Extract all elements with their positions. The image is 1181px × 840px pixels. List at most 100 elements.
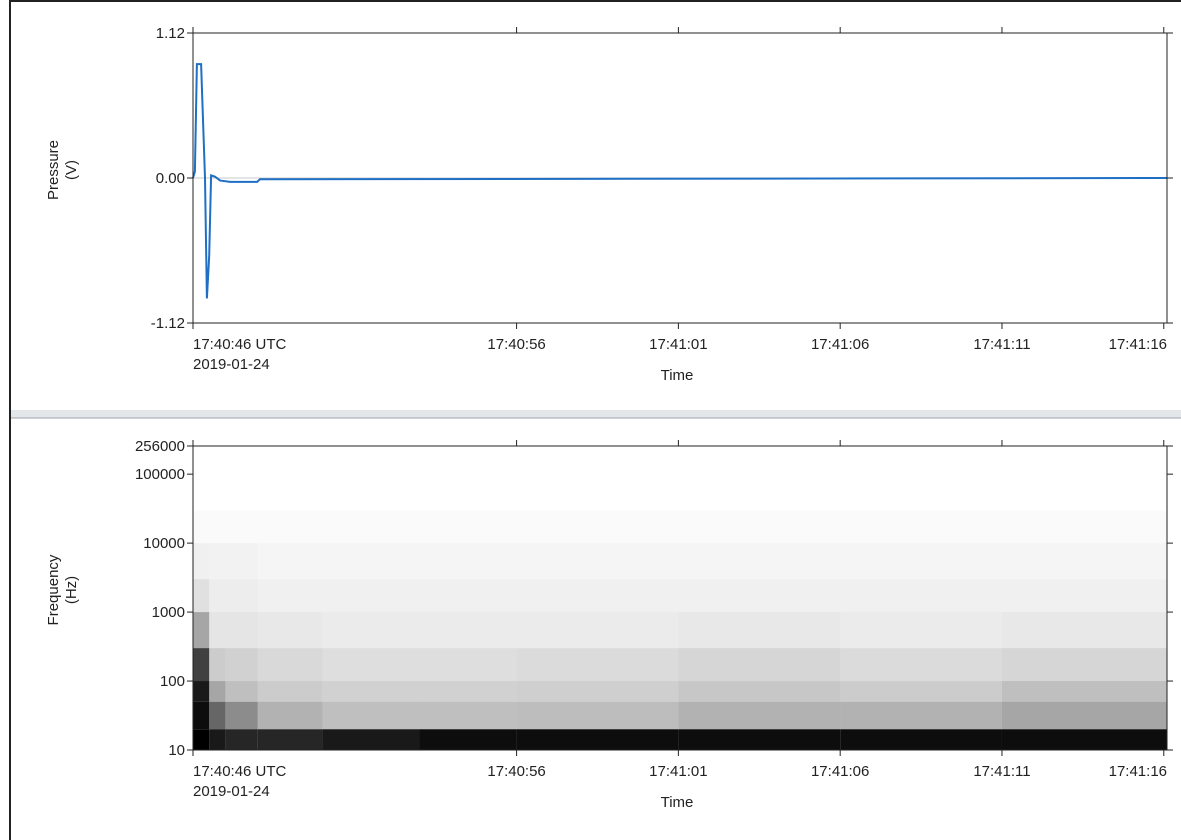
spectrogram-cell bbox=[225, 681, 257, 702]
y-tick-label: 256000 bbox=[135, 438, 185, 455]
spectrogram-cell bbox=[678, 510, 840, 543]
spectrogram-cell bbox=[517, 579, 679, 612]
spectrogram-cell bbox=[420, 510, 517, 543]
spectrogram-cell bbox=[322, 543, 419, 579]
spectrogram-cell bbox=[1002, 543, 1167, 579]
spectrogram-cell bbox=[1002, 681, 1167, 702]
spectrogram-cell bbox=[840, 681, 1002, 702]
spectrogram-cell bbox=[193, 729, 209, 750]
y-tick-label: -1.12 bbox=[151, 315, 185, 332]
spectrogram-cell bbox=[258, 579, 323, 612]
spectrogram-cell bbox=[258, 648, 323, 681]
spectrogram-cell bbox=[420, 579, 517, 612]
spectrogram-cell bbox=[322, 648, 419, 681]
spectrogram-cell bbox=[678, 446, 840, 510]
x-tick-label: 17:41:11 bbox=[973, 763, 1030, 780]
y-tick-label: 100 bbox=[160, 673, 185, 690]
spectrogram-cell bbox=[1002, 579, 1167, 612]
spectrogram-cell bbox=[193, 579, 209, 612]
spectrogram-cell bbox=[258, 681, 323, 702]
spectrogram-cell bbox=[840, 729, 1002, 750]
spectrogram-cell bbox=[420, 702, 517, 729]
spectrogram-cell bbox=[840, 510, 1002, 543]
spectrogram-cell bbox=[322, 702, 419, 729]
spectrogram-cell bbox=[678, 648, 840, 681]
spectrogram-cell bbox=[678, 729, 840, 750]
spectrogram-cell bbox=[322, 612, 419, 648]
spectrogram-cell bbox=[225, 702, 257, 729]
spectrogram-cell bbox=[517, 446, 679, 510]
spectrogram-cell bbox=[678, 543, 840, 579]
spectrogram-cell bbox=[258, 729, 323, 750]
spectrogram-cell bbox=[420, 446, 517, 510]
spectrogram-cell bbox=[193, 648, 209, 681]
spectrogram-cell bbox=[678, 579, 840, 612]
spectrogram-cell bbox=[420, 681, 517, 702]
spectrogram-cell bbox=[225, 543, 257, 579]
x-axis-label: Time bbox=[661, 367, 694, 384]
x-tick-label: 17:41:01 bbox=[649, 763, 707, 780]
spectrogram-cell bbox=[209, 510, 225, 543]
x-tick-label: 17:41:16 bbox=[1109, 763, 1167, 780]
y-tick-label: 10000 bbox=[143, 535, 185, 552]
spectrogram-cell bbox=[258, 702, 323, 729]
spectrogram-cell bbox=[1002, 510, 1167, 543]
spectrogram-cell bbox=[193, 702, 209, 729]
x-tick-label: 17:41:11 bbox=[973, 336, 1030, 353]
spectrogram-cell bbox=[1002, 612, 1167, 648]
x-tick-label: 17:41:06 bbox=[811, 336, 869, 353]
spectrogram-cell bbox=[225, 510, 257, 543]
y-tick-label: 10 bbox=[168, 742, 185, 759]
spectrogram-cell bbox=[517, 729, 679, 750]
spectrogram-cell bbox=[225, 648, 257, 681]
spectrogram-cell bbox=[193, 543, 209, 579]
spectrogram-cell bbox=[209, 446, 225, 510]
spectrogram-cell bbox=[209, 681, 225, 702]
x-tick-label: 17:40:56 bbox=[487, 336, 545, 353]
spectrogram-cell bbox=[517, 681, 679, 702]
y-tick-label: 1000 bbox=[152, 604, 185, 621]
spectrogram-cell bbox=[209, 648, 225, 681]
spectrogram-cell bbox=[678, 612, 840, 648]
spectrogram-cell bbox=[840, 446, 1002, 510]
spectrogram-cell bbox=[1002, 648, 1167, 681]
spectrogram-cell bbox=[517, 702, 679, 729]
spectrogram-cell bbox=[840, 543, 1002, 579]
spectrogram-cell bbox=[193, 612, 209, 648]
y-tick-label: 0.00 bbox=[156, 170, 185, 187]
y-tick-label: 100000 bbox=[135, 466, 185, 483]
x-tick-label: 17:40:56 bbox=[487, 763, 545, 780]
spectrogram-cell bbox=[209, 543, 225, 579]
spectrogram-cell bbox=[420, 648, 517, 681]
spectrogram-cell bbox=[209, 702, 225, 729]
spectrogram-cell bbox=[258, 446, 323, 510]
spectrogram-cell bbox=[517, 612, 679, 648]
spectrogram-cell bbox=[678, 702, 840, 729]
spectrogram-cell bbox=[840, 612, 1002, 648]
spectrogram-cell bbox=[322, 729, 419, 750]
spectrogram-cell bbox=[840, 579, 1002, 612]
spectrogram-cell bbox=[322, 510, 419, 543]
spectrogram-cell bbox=[678, 681, 840, 702]
y-tick-label: 1.12 bbox=[156, 25, 185, 42]
spectrogram-cell bbox=[517, 543, 679, 579]
spectrogram-cell bbox=[209, 729, 225, 750]
spectrogram-cell bbox=[322, 579, 419, 612]
spectrogram-cell bbox=[517, 648, 679, 681]
spectrogram-cell bbox=[193, 446, 209, 510]
spectrogram-cell bbox=[420, 543, 517, 579]
x-tick-label: 17:41:01 bbox=[649, 336, 707, 353]
spectrogram-cell bbox=[322, 681, 419, 702]
spectrogram-cell bbox=[517, 510, 679, 543]
spectrogram-cell bbox=[420, 729, 517, 750]
spectrogram-cell bbox=[193, 681, 209, 702]
spectrogram-cell bbox=[193, 510, 209, 543]
spectrogram-cell bbox=[1002, 446, 1167, 510]
chart: 1.120.00-1.1217:40:46 UTC2019-01-2417:40… bbox=[0, 0, 1181, 840]
spectrogram-cell bbox=[258, 612, 323, 648]
spectrogram-cell bbox=[209, 612, 225, 648]
spectrogram-cell bbox=[322, 446, 419, 510]
spectrogram-cell bbox=[258, 510, 323, 543]
spectrogram-cell bbox=[1002, 729, 1167, 750]
spectrogram-cell bbox=[258, 543, 323, 579]
